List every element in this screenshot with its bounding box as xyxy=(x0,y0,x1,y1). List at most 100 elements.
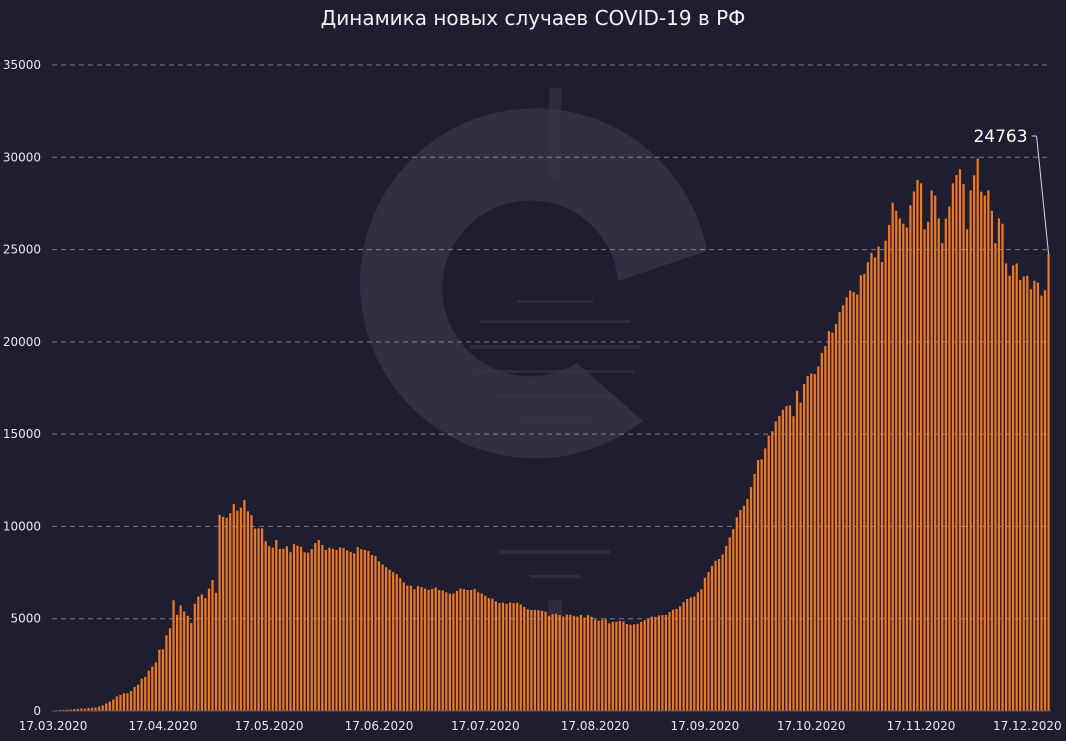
bar xyxy=(927,221,930,711)
bar xyxy=(126,693,129,711)
bar xyxy=(625,624,629,711)
bar xyxy=(459,588,462,711)
bar xyxy=(406,585,409,711)
bar xyxy=(689,597,692,711)
bar xyxy=(852,291,855,711)
bar xyxy=(470,589,473,711)
bar xyxy=(175,614,179,711)
bar xyxy=(165,635,168,711)
bar xyxy=(955,175,958,711)
watermark-logo-icon xyxy=(360,88,707,640)
bar xyxy=(423,588,427,711)
bar xyxy=(647,618,650,711)
bar xyxy=(314,543,317,711)
bar xyxy=(112,699,115,711)
bar xyxy=(537,610,540,711)
bar xyxy=(1001,223,1004,711)
bar xyxy=(604,619,607,711)
bar xyxy=(346,550,349,711)
bar xyxy=(289,552,292,711)
bar xyxy=(441,590,444,711)
bar xyxy=(905,227,908,712)
bar xyxy=(455,590,459,711)
bar xyxy=(778,416,781,711)
bar xyxy=(965,229,969,711)
bar xyxy=(218,514,221,711)
bar xyxy=(193,603,196,711)
bar xyxy=(317,539,320,711)
bar xyxy=(618,621,622,711)
bar xyxy=(569,614,572,711)
bar xyxy=(200,594,203,711)
bar xyxy=(795,390,799,711)
bar xyxy=(962,184,965,711)
bar xyxy=(402,582,405,711)
bar xyxy=(562,616,565,711)
bar xyxy=(413,589,416,711)
bar xyxy=(508,602,512,711)
bar xyxy=(268,546,271,711)
bar xyxy=(186,615,189,711)
bar xyxy=(73,708,76,711)
bar xyxy=(859,275,862,711)
bar xyxy=(746,498,749,711)
bar xyxy=(611,621,614,711)
bar xyxy=(827,331,831,711)
bar xyxy=(381,564,384,711)
x-tick-label: 17.09.2020 xyxy=(671,719,740,733)
bar xyxy=(718,559,721,711)
bar xyxy=(622,621,625,711)
bar xyxy=(310,548,313,711)
bar xyxy=(1033,280,1036,711)
bar xyxy=(728,537,731,711)
bar xyxy=(282,548,285,711)
bar xyxy=(133,686,136,711)
bar xyxy=(101,705,104,711)
bar xyxy=(172,600,175,711)
bar xyxy=(636,623,639,711)
bar xyxy=(530,609,533,711)
bar xyxy=(884,240,887,711)
callout-label: 24763 xyxy=(973,127,1027,147)
bar xyxy=(902,223,905,711)
bar xyxy=(934,195,937,712)
bar xyxy=(980,191,983,712)
bar xyxy=(540,610,544,711)
bar xyxy=(243,500,246,711)
x-tick-label: 17.12.2020 xyxy=(993,719,1062,733)
bar xyxy=(487,598,490,711)
x-tick-label: 17.04.2020 xyxy=(129,719,198,733)
bar xyxy=(349,551,352,711)
bar xyxy=(948,206,951,711)
bar xyxy=(477,592,480,711)
y-tick-label: 30000 xyxy=(3,150,41,164)
bar xyxy=(253,528,257,711)
bar xyxy=(551,614,554,711)
bar xyxy=(494,601,498,711)
bar xyxy=(438,589,441,711)
bar xyxy=(707,572,710,711)
bar xyxy=(583,617,586,711)
bar xyxy=(285,546,289,711)
bar xyxy=(462,588,466,711)
y-tick-label: 20000 xyxy=(3,335,41,349)
bar xyxy=(338,547,342,711)
bar xyxy=(363,549,366,711)
bar xyxy=(505,603,508,711)
bar xyxy=(144,676,147,711)
bar xyxy=(324,549,327,711)
bars xyxy=(52,158,1051,712)
bar xyxy=(161,649,165,711)
bar xyxy=(261,528,264,711)
y-tick-label: 5000 xyxy=(10,612,41,626)
bar xyxy=(342,548,345,711)
bar xyxy=(863,274,866,711)
bar xyxy=(601,619,604,711)
bar xyxy=(838,312,841,711)
bar xyxy=(183,611,186,711)
bar xyxy=(409,585,412,711)
bar xyxy=(958,169,962,711)
bar xyxy=(108,701,111,711)
bar xyxy=(385,567,388,711)
last-value-callout: 24763 xyxy=(973,127,1050,254)
